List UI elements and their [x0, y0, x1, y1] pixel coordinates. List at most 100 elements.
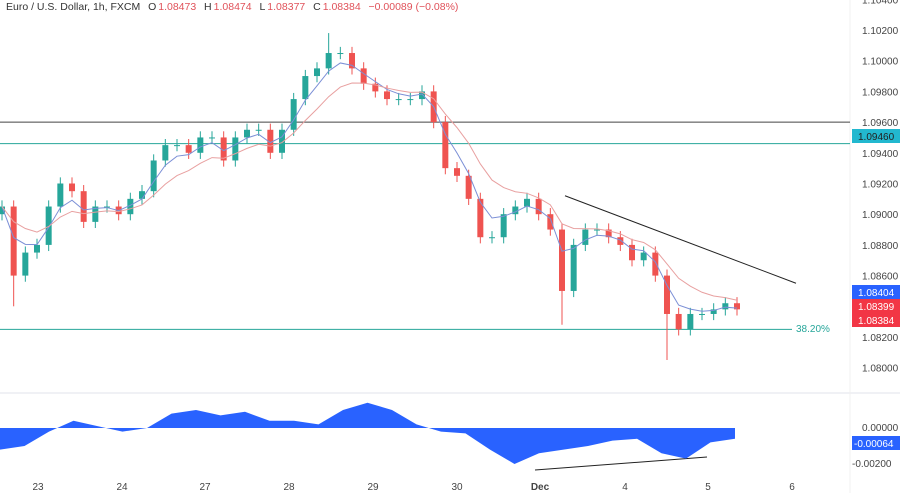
candle-body [582, 229, 589, 245]
candle [127, 192, 134, 221]
candle-body [232, 137, 239, 161]
candle-body [197, 137, 204, 153]
candle [57, 177, 64, 213]
trendline[interactable] [564, 195, 797, 284]
svg-text:-0.00064: -0.00064 [854, 439, 894, 450]
ma-fast-line [1, 62, 738, 312]
candle-body [185, 145, 192, 153]
high-label: H [204, 1, 212, 13]
candles [0, 33, 740, 361]
candle [664, 269, 670, 361]
candle [197, 131, 204, 159]
candle [10, 200, 17, 307]
time-tick: 23 [32, 482, 44, 493]
candle [559, 223, 565, 325]
candle [325, 33, 332, 75]
candle-body [279, 129, 285, 153]
candle-body [45, 206, 52, 245]
candle-body [302, 76, 309, 100]
low-value: 1.08377 [267, 1, 306, 13]
candle-body [57, 183, 64, 207]
candle-body [220, 137, 227, 161]
price-tick: 1.10000 [862, 57, 899, 68]
candle-body [174, 145, 180, 147]
candle [640, 246, 647, 267]
candle-body [34, 244, 40, 253]
candle [605, 223, 612, 244]
candle-body [535, 198, 542, 215]
candle [22, 246, 29, 282]
candle [500, 208, 507, 244]
candle-body [629, 244, 635, 261]
candle-body [244, 129, 250, 138]
candle [454, 162, 460, 182]
candle-body [419, 91, 425, 100]
candle [512, 200, 519, 221]
symbol-title: Euro / U.S. Dollar, 1h, FXCM [6, 1, 141, 13]
time-tick: 29 [367, 482, 379, 493]
svg-text:1.08399: 1.08399 [858, 302, 895, 313]
time-tick: 6 [789, 482, 795, 493]
price-tick: 1.08600 [862, 272, 899, 283]
change-value: −0.00089 (−0.08%) [368, 1, 459, 13]
time-tick: 4 [622, 482, 628, 493]
candle [594, 223, 600, 236]
candle-body [267, 129, 274, 153]
candle [722, 297, 729, 316]
candle-body [594, 229, 600, 231]
candle [465, 169, 472, 205]
candle-body [384, 91, 390, 100]
candle [0, 200, 5, 221]
candle [139, 185, 145, 205]
price-tick: 1.09800 [862, 87, 899, 98]
candle-body [0, 206, 5, 215]
candle-body [477, 198, 484, 238]
candle [220, 131, 227, 167]
candle [384, 85, 390, 106]
candle [349, 46, 355, 75]
open-label: O [148, 1, 157, 13]
candle-body [80, 191, 87, 222]
candle-body [652, 252, 659, 276]
time-tick: 27 [199, 482, 211, 493]
oscillator-trendline[interactable] [534, 456, 708, 471]
candle-body [360, 68, 367, 84]
candle [442, 115, 449, 175]
time-tick: 28 [283, 482, 295, 493]
candle-body [524, 198, 530, 207]
candle-body [395, 99, 402, 101]
candle-body [22, 252, 29, 276]
price-tick: 1.10200 [862, 26, 899, 37]
candle [535, 192, 542, 221]
price-tick: 1.08000 [862, 364, 899, 375]
candle [629, 238, 635, 267]
time-tick: 30 [451, 482, 463, 493]
price-tick: 1.09200 [862, 180, 899, 191]
price-badge: 1.08384 [852, 313, 900, 327]
candle-body [290, 99, 297, 130]
candle-body [442, 122, 449, 169]
svg-text:1.08404: 1.08404 [858, 288, 895, 299]
candle [162, 138, 169, 167]
candle [209, 131, 215, 144]
candle [407, 92, 414, 106]
candle-body [722, 303, 729, 310]
candle-body [104, 206, 110, 208]
candle-body [150, 160, 157, 192]
candle [34, 238, 40, 259]
price-tick: 1.09400 [862, 149, 899, 160]
candle-body [465, 175, 472, 199]
oscillator-tick: -0.00200 [852, 459, 892, 470]
candle-body [500, 214, 507, 238]
close-label: C [313, 1, 321, 13]
high-value: 1.08474 [213, 1, 252, 13]
candle-body [255, 129, 262, 131]
candle-body [372, 83, 379, 92]
price-tick: 1.09600 [862, 118, 899, 129]
oscillator-tick: 0.00000 [862, 423, 899, 434]
candle-body [454, 168, 460, 176]
candle-body [325, 53, 332, 69]
candle-body [512, 206, 519, 215]
